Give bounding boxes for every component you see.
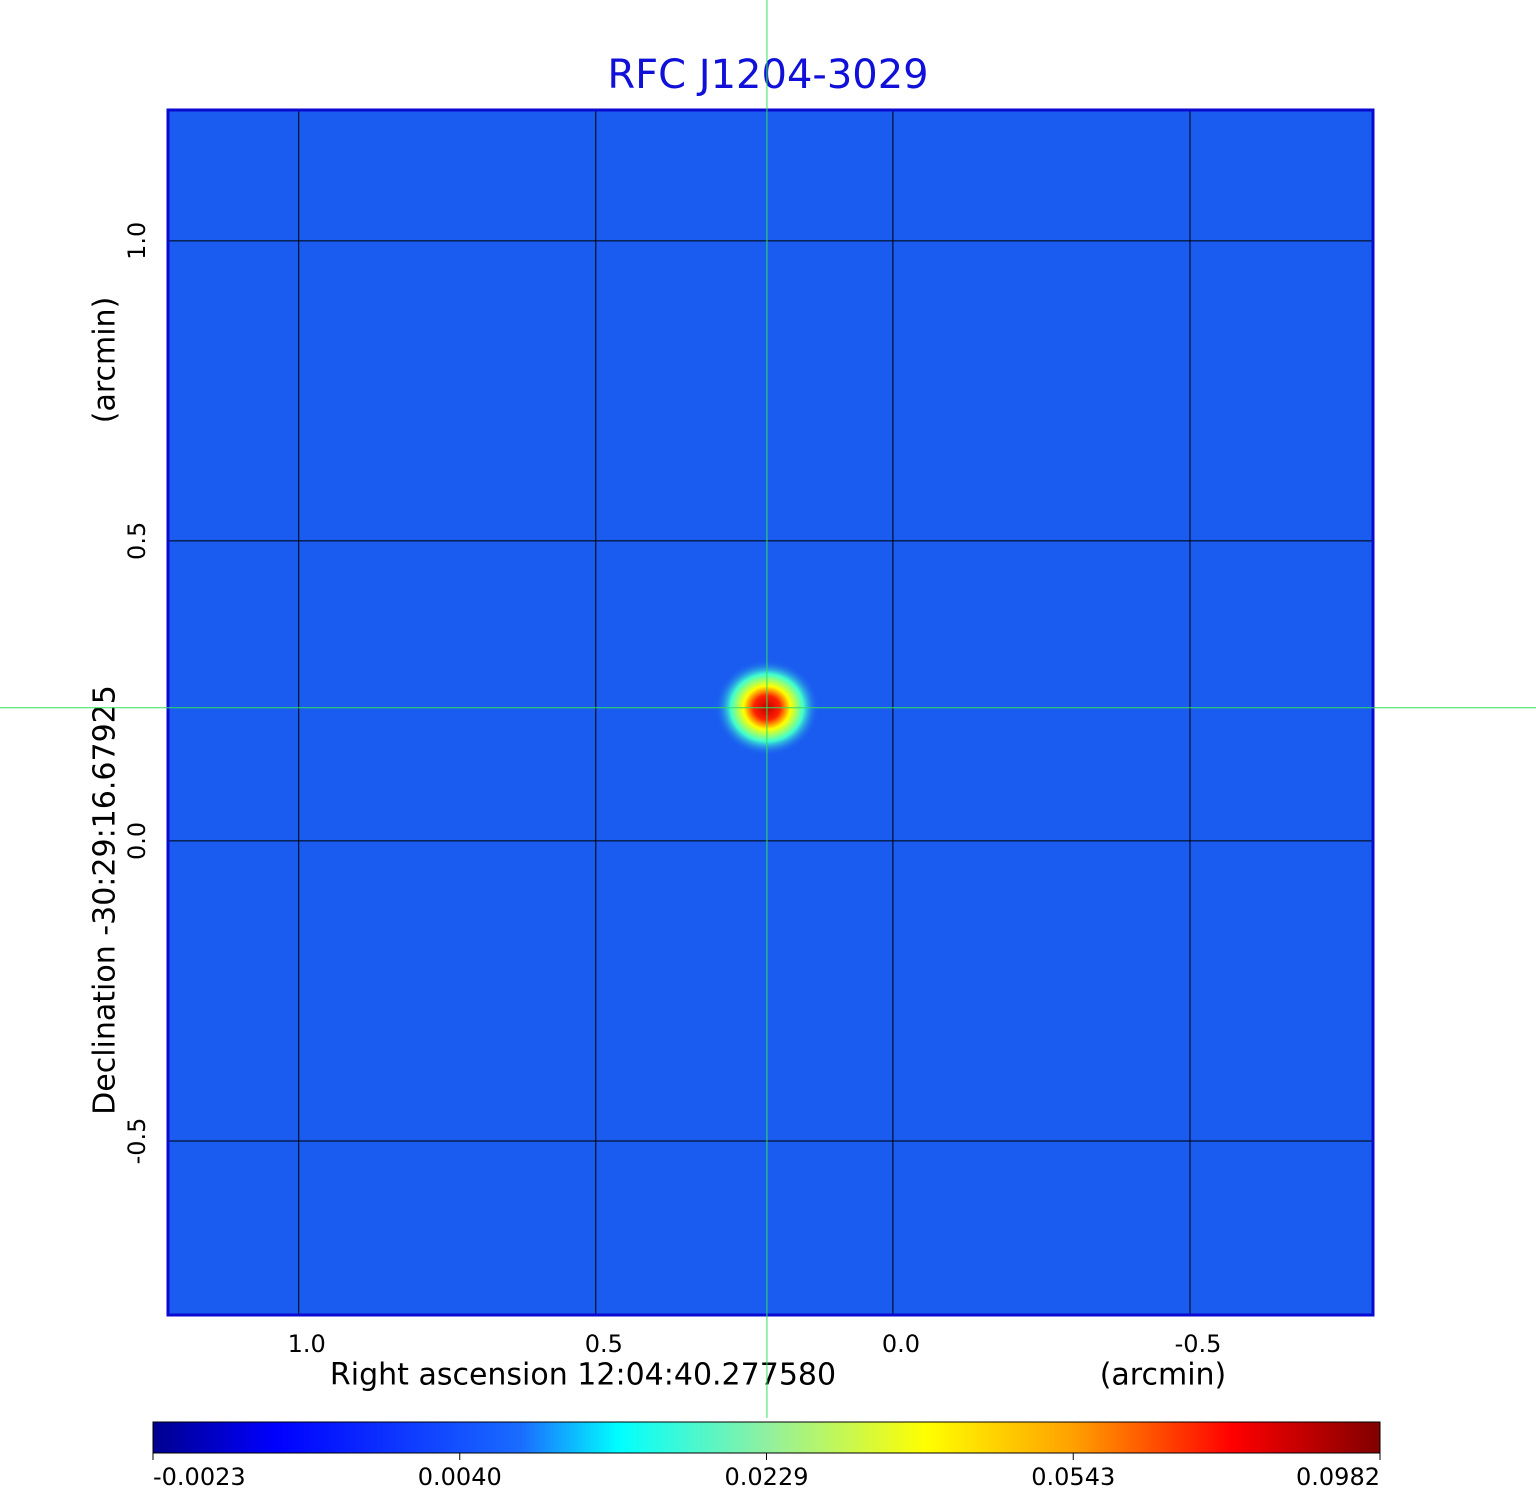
y-axis-unit: (arcmin) (88, 297, 123, 424)
colorbar-tick-label: 0.0040 (418, 1463, 502, 1491)
y-tick-label: 1.0 (123, 222, 151, 260)
colorbar-tick-label: 0.0229 (725, 1463, 809, 1491)
colorbar-tick-label: 0.0982 (1296, 1463, 1380, 1491)
x-tick-label: 1.0 (288, 1330, 326, 1358)
colorbar (152, 1421, 1381, 1454)
y-axis-label: Declination -30:29:16.67925 (88, 685, 123, 1115)
x-tick-label: 0.5 (585, 1330, 623, 1358)
frame (166, 108, 1375, 1317)
y-tick-label: 0.5 (123, 522, 151, 560)
y-tick-label: -0.5 (123, 1118, 151, 1165)
x-axis-label: Right ascension 12:04:40.277580 (330, 1358, 836, 1393)
x-axis-unit: (arcmin) (1100, 1358, 1227, 1393)
plot-area (168, 110, 1373, 1315)
x-tick-label: 0.0 (882, 1330, 920, 1358)
colorbar-tick-label: -0.0023 (153, 1463, 246, 1491)
colorbar-tick-label: 0.0543 (1031, 1463, 1115, 1491)
y-tick-label: 0.0 (123, 822, 151, 860)
x-tick-label: -0.5 (1175, 1330, 1222, 1358)
chart-title: RFC J1204-3029 (607, 52, 928, 98)
